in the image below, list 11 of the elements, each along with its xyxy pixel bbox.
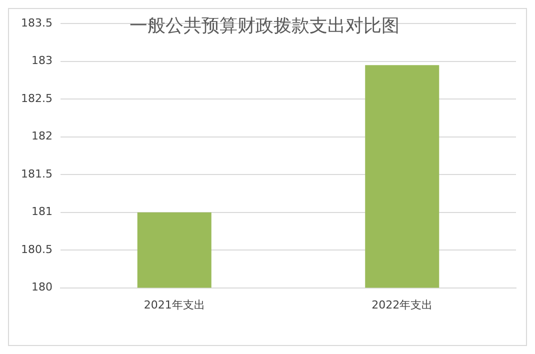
chart-title: 一般公共预算财政拨款支出对比图 xyxy=(130,15,400,36)
y-tick-label: 181.5 xyxy=(20,167,52,180)
y-tick-label: 183.5 xyxy=(20,16,52,30)
x-tick-label: 2021年支出 xyxy=(144,298,205,312)
y-tick-label: 181 xyxy=(31,205,52,218)
y-tick-label: 180.5 xyxy=(20,242,52,256)
y-tick-label: 183 xyxy=(31,54,52,68)
y-tick-label: 180 xyxy=(31,280,52,294)
y-tick-label: 182 xyxy=(31,130,52,143)
x-tick-label: 2022年支出 xyxy=(372,298,433,312)
y-tick-label: 182.5 xyxy=(20,92,52,105)
